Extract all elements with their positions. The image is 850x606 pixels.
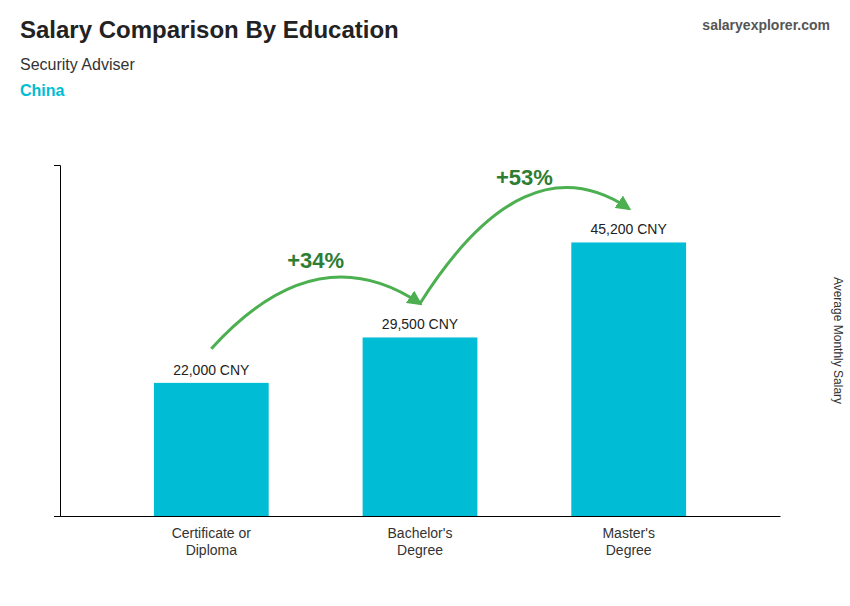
subtitle: Security Adviser (20, 56, 135, 73)
country: China (20, 82, 65, 99)
change-label: +53% (496, 165, 553, 190)
data-label: 45,200 CNY (591, 221, 668, 237)
x-axis-line (61, 516, 781, 517)
data-label: 22,000 CNY (173, 362, 250, 378)
x-tick: Bachelor'sDegree (388, 525, 453, 559)
x-tick-label: Master'sDegree (602, 525, 654, 559)
y-axis-line (54, 166, 61, 517)
x-tick: Master'sDegree (602, 525, 654, 559)
data-labels: 22,000 CNY 29,500 CNY 45,200 CNY (173, 221, 667, 377)
bar (363, 337, 478, 516)
annotations: +34% +53% (211, 165, 628, 349)
title: Salary Comparison By Education (20, 16, 399, 43)
x-tick: Certificate orDiploma (172, 525, 252, 559)
x-tick-label: Certificate orDiploma (172, 525, 252, 559)
source: salaryexplorer.com (702, 17, 830, 33)
bar (154, 383, 269, 516)
plot: Certificate orDiploma Bachelor'sDegree Mas… (54, 165, 781, 558)
change-arrow (420, 188, 629, 304)
change-label: +34% (287, 248, 344, 273)
y-axis (54, 166, 61, 517)
chart: Salary Comparison By Education Security A… (0, 0, 850, 606)
bar (571, 242, 686, 516)
change-arrow (211, 277, 420, 349)
x-axis: Certificate orDiploma Bachelor'sDegree Mas… (61, 517, 781, 559)
bars (154, 242, 686, 516)
x-tick-label: Bachelor'sDegree (388, 525, 453, 559)
y-axis-label: Average Monthly Salary (831, 277, 845, 404)
data-label: 29,500 CNY (382, 316, 459, 332)
